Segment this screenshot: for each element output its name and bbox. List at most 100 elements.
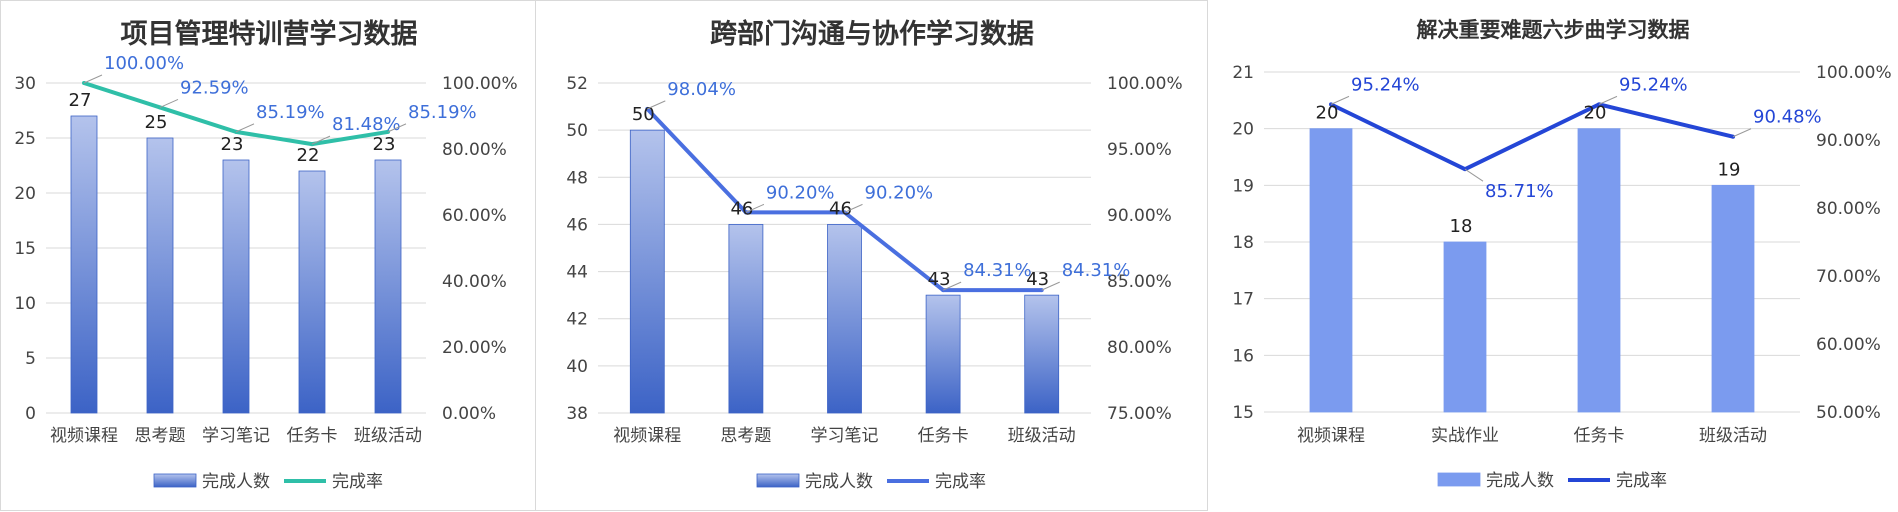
line-data-label: 85.19% [256, 102, 325, 123]
bar-data-label: 20 [1316, 103, 1339, 124]
x-tick-label: 学习笔记 [811, 426, 879, 446]
x-tick-label: 视频课程 [1297, 426, 1365, 446]
line-data-label: 84.31% [963, 260, 1032, 281]
y-tick-label: 18 [1232, 233, 1254, 253]
legend-label: 完成率 [935, 472, 986, 492]
series-line [1330, 102, 1734, 172]
bar-data-label: 43 [928, 269, 951, 290]
bar [925, 294, 961, 414]
x-tick-label: 班级活动 [1699, 426, 1767, 446]
leader-line [387, 123, 407, 133]
x-tick-label: 班级活动 [354, 426, 422, 446]
leader-line [942, 281, 962, 291]
leader-line [235, 123, 255, 133]
legend-swatch-bar [153, 473, 197, 488]
x-tick-label: 思考题 [720, 426, 771, 446]
bar-data-label: 50 [632, 104, 655, 125]
leader-line [311, 135, 331, 145]
leader-line [1464, 168, 1484, 182]
y-tick-label: 16 [1232, 346, 1254, 366]
x-tick-label: 实战作业 [1431, 426, 1499, 446]
leader-line [83, 74, 103, 84]
y-tick-label: 46 [566, 215, 588, 235]
line-data-label: 95.24% [1351, 74, 1420, 95]
legend-label: 完成率 [1616, 471, 1667, 491]
y-tick-label: 21 [1232, 63, 1254, 83]
y2-tick-label: 100.00% [1107, 74, 1183, 94]
line-point [941, 288, 946, 293]
chart-panel-cross-department: 跨部门沟通与协作学习数据 38 40 42 44 46 48 50 52 75.00% 80.00%… [536, 0, 1208, 511]
y2-tick-label: 50.00% [1816, 403, 1881, 423]
x-tick-label: 任务卡 [918, 426, 969, 446]
legend-label: 完成人数 [805, 472, 873, 492]
line-data-label: 85.71% [1485, 181, 1554, 202]
y2-tick-label: 60.00% [442, 206, 507, 226]
bar [1024, 294, 1060, 414]
y-tick-label: 19 [1232, 176, 1254, 196]
y-tick-label: 17 [1232, 290, 1254, 310]
legend-label: 完成人数 [1486, 471, 1554, 491]
y2-tick-label: 100.00% [442, 74, 518, 94]
x-tick-label: 班级活动 [1008, 426, 1076, 446]
y-tick-label: 15 [1232, 403, 1254, 423]
bar [146, 137, 174, 414]
y2-tick-label: 40.00% [442, 272, 507, 292]
line-data-label: 85.19% [408, 102, 477, 123]
line-data-label: 90.20% [766, 182, 835, 203]
leader-line [1598, 95, 1618, 105]
x-tick-label: 任务卡 [1574, 426, 1625, 446]
bar [298, 170, 326, 414]
y2-tick-label: 0.00% [442, 404, 496, 424]
legend-swatch-bar [756, 473, 800, 488]
leader-line [1041, 281, 1060, 291]
line-data-label: 95.24% [1619, 74, 1688, 95]
y2-tick-label: 60.00% [1816, 335, 1881, 355]
x-tick-label: 视频课程 [50, 426, 118, 446]
bar [70, 115, 98, 414]
leader-line [745, 203, 765, 213]
line-data-label: 98.04% [667, 79, 736, 100]
y2-tick-label: 90.00% [1107, 206, 1172, 226]
bar [1711, 184, 1755, 413]
line-point [1039, 288, 1044, 293]
y2-tick-label: 20.00% [442, 338, 507, 358]
chart-title: 解决重要难题六步曲学习数据 [1417, 18, 1690, 42]
y2-tick-label: 80.00% [1107, 338, 1172, 358]
bar-data-label: 43 [1026, 269, 1049, 290]
y-tick-label: 20 [14, 184, 36, 204]
chart-title: 项目管理特训营学习数据 [121, 18, 418, 50]
bar [1443, 241, 1487, 413]
line-data-label: 81.48% [332, 114, 401, 135]
legend-swatch-bar [1437, 472, 1481, 487]
bar [827, 224, 862, 414]
chart-panel-project-management: 项目管理特训营学习数据 0 5 10 15 20 25 30 0.00% 20.00% 40.00%… [0, 0, 536, 511]
bar-data-label: 23 [373, 134, 396, 155]
leader-line [1330, 95, 1350, 105]
y2-tick-label: 70.00% [1816, 267, 1881, 287]
leader-line [844, 203, 863, 213]
bar [728, 224, 764, 414]
bar-data-label: 22 [297, 145, 320, 166]
chart-svg: 项目管理特训营学习数据 0 5 10 15 20 25 30 0.00% 20.00% 40.00%… [14, 18, 518, 492]
bar [374, 159, 402, 414]
x-tick-label: 视频课程 [613, 426, 681, 446]
x-tick-label: 学习笔记 [202, 426, 270, 446]
y-tick-label: 38 [566, 404, 588, 424]
line-data-label: 90.48% [1753, 107, 1822, 128]
bar-data-label: 23 [221, 134, 244, 155]
leader-line [647, 100, 666, 110]
y-tick-label: 52 [566, 74, 588, 94]
y-tick-label: 25 [14, 129, 36, 149]
leader-line [1732, 128, 1752, 138]
y-tick-label: 42 [566, 310, 588, 330]
bar [629, 129, 665, 414]
line-data-label: 100.00% [104, 53, 184, 74]
chart-svg: 解决重要难题六步曲学习数据 15 16 17 18 19 20 21 50.00% 60.00% 7… [1232, 18, 1892, 491]
y2-tick-label: 100.00% [1816, 63, 1892, 83]
y2-tick-label: 80.00% [442, 140, 507, 160]
bar [1577, 128, 1621, 413]
y-tick-label: 20 [1232, 120, 1254, 140]
y-tick-label: 15 [14, 239, 36, 259]
leader-line [159, 98, 179, 108]
bar-data-label: 46 [730, 198, 753, 219]
